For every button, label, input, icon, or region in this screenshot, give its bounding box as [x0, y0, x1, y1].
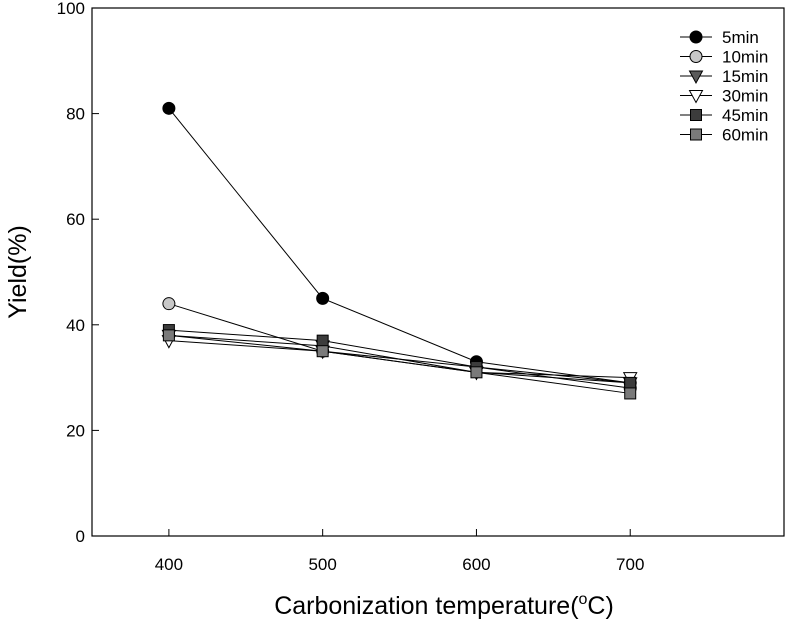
data-point — [316, 345, 329, 358]
data-point — [162, 101, 176, 115]
y-tick-label: 0 — [76, 527, 85, 546]
y-tick-label: 100 — [57, 0, 85, 18]
legend-label: 10min — [722, 48, 768, 67]
x-axis-title-text: Carbonization temperature — [274, 592, 570, 620]
series-10min — [162, 297, 637, 395]
legend-item: 60min — [680, 126, 768, 145]
legend-label: 60min — [722, 126, 768, 145]
legend-marker — [689, 30, 703, 44]
data-point — [162, 329, 175, 342]
series-line — [168, 108, 631, 384]
data-point — [162, 297, 176, 311]
x-axis-title: Carbonization temperature(oC) — [274, 591, 614, 620]
series-line — [168, 334, 631, 394]
axis-ticks: 0 20 40 60 80 100 400 500 600 700 — [57, 0, 645, 574]
legend-item: 5min — [680, 28, 759, 47]
data-point — [470, 366, 483, 379]
data-point — [624, 387, 637, 400]
series-line — [168, 334, 631, 384]
legend-label: 5min — [722, 28, 759, 47]
plot-area-frame — [91, 7, 785, 537]
legend-label: 15min — [722, 67, 768, 86]
legend-label: 30min — [722, 87, 768, 106]
y-tick-label: 80 — [66, 105, 85, 124]
series-60min — [162, 329, 637, 400]
y-tick-label: 40 — [66, 316, 85, 335]
data-point — [316, 334, 329, 347]
x-axis-unit-close: C) — [587, 592, 613, 620]
legend-item: 30min — [680, 87, 768, 106]
legend-marker — [690, 109, 702, 121]
x-tick-label: 700 — [616, 555, 644, 574]
legend-marker — [688, 90, 704, 104]
x-tick-label: 400 — [155, 555, 183, 574]
series-5min — [162, 101, 637, 390]
data-point — [624, 376, 637, 389]
y-tick-label: 20 — [66, 421, 85, 440]
legend-marker — [689, 50, 703, 63]
series-group — [161, 101, 638, 400]
legend-marker — [690, 128, 702, 141]
x-axis-unit-degree: o — [579, 591, 588, 608]
legend-item: 10min — [680, 48, 768, 67]
series-30min — [161, 335, 638, 386]
series-15min — [161, 329, 638, 391]
x-tick-label: 600 — [462, 555, 490, 574]
legend-item: 45min — [680, 106, 768, 125]
y-tick-label: 60 — [66, 210, 85, 229]
series-line — [168, 329, 631, 384]
x-axis-unit-open: ( — [570, 592, 579, 620]
legend-label: 45min — [722, 106, 768, 125]
legend-marker — [688, 70, 704, 85]
x-tick-label: 500 — [308, 555, 336, 574]
legend-item: 15min — [680, 67, 768, 86]
y-axis-title: Yield(%) — [4, 225, 32, 319]
data-point — [316, 291, 330, 305]
